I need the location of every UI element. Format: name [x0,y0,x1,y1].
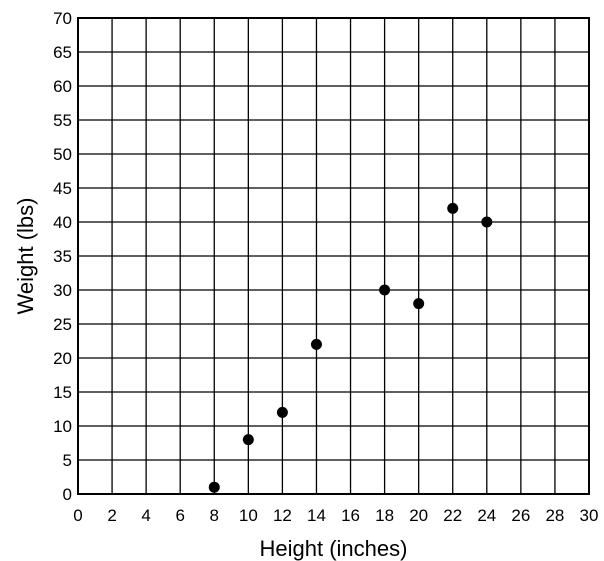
y-tick-label: 50 [53,145,72,164]
x-tick-label: 26 [511,506,530,525]
x-tick-label: 6 [175,506,184,525]
data-point [379,284,391,296]
x-tick-label: 0 [73,506,82,525]
x-axis-title: Height (inches) [260,536,408,561]
y-tick-label: 10 [53,417,72,436]
data-point [242,434,254,446]
x-tick-label: 18 [375,506,394,525]
y-tick-labels: 0 5 10 15 20 25 30 35 40 45 50 55 60 65 70 [53,9,72,504]
x-tick-label: 4 [141,506,150,525]
data-points [208,202,493,493]
y-tick-label: 15 [53,383,72,402]
y-tick-label: 25 [53,315,72,334]
y-tick-label: 70 [53,9,72,28]
y-tick-label: 30 [53,281,72,300]
x-tick-labels: 0 2 4 6 8 10 12 14 16 18 20 22 24 26 28 30 [73,506,598,525]
y-tick-label: 45 [53,179,72,198]
data-point [276,406,288,418]
y-tick-label: 5 [63,451,72,470]
x-tick-label: 8 [210,506,219,525]
x-tick-label: 30 [580,506,599,525]
x-tick-label: 10 [239,506,258,525]
y-axis-title: Weight (lbs) [13,198,38,315]
x-tick-label: 28 [545,506,564,525]
y-tick-label: 20 [53,349,72,368]
y-tick-label: 65 [53,43,72,62]
y-tick-label: 0 [63,485,72,504]
x-tick-label: 24 [477,506,496,525]
data-point [447,202,459,214]
data-point [208,481,220,493]
y-tick-label: 40 [53,213,72,232]
x-tick-label: 2 [107,506,116,525]
x-tick-label: 16 [341,506,360,525]
data-point [481,216,493,228]
x-tick-label: 12 [273,506,292,525]
x-tick-label: 14 [307,506,326,525]
x-tick-label: 22 [443,506,462,525]
data-point [413,298,425,310]
y-tick-label: 60 [53,77,72,96]
plot-frame [77,17,590,495]
data-point [310,338,322,350]
y-tick-label: 35 [53,247,72,266]
grid [77,17,590,495]
x-tick-label: 20 [409,506,428,525]
y-tick-label: 55 [53,111,72,130]
